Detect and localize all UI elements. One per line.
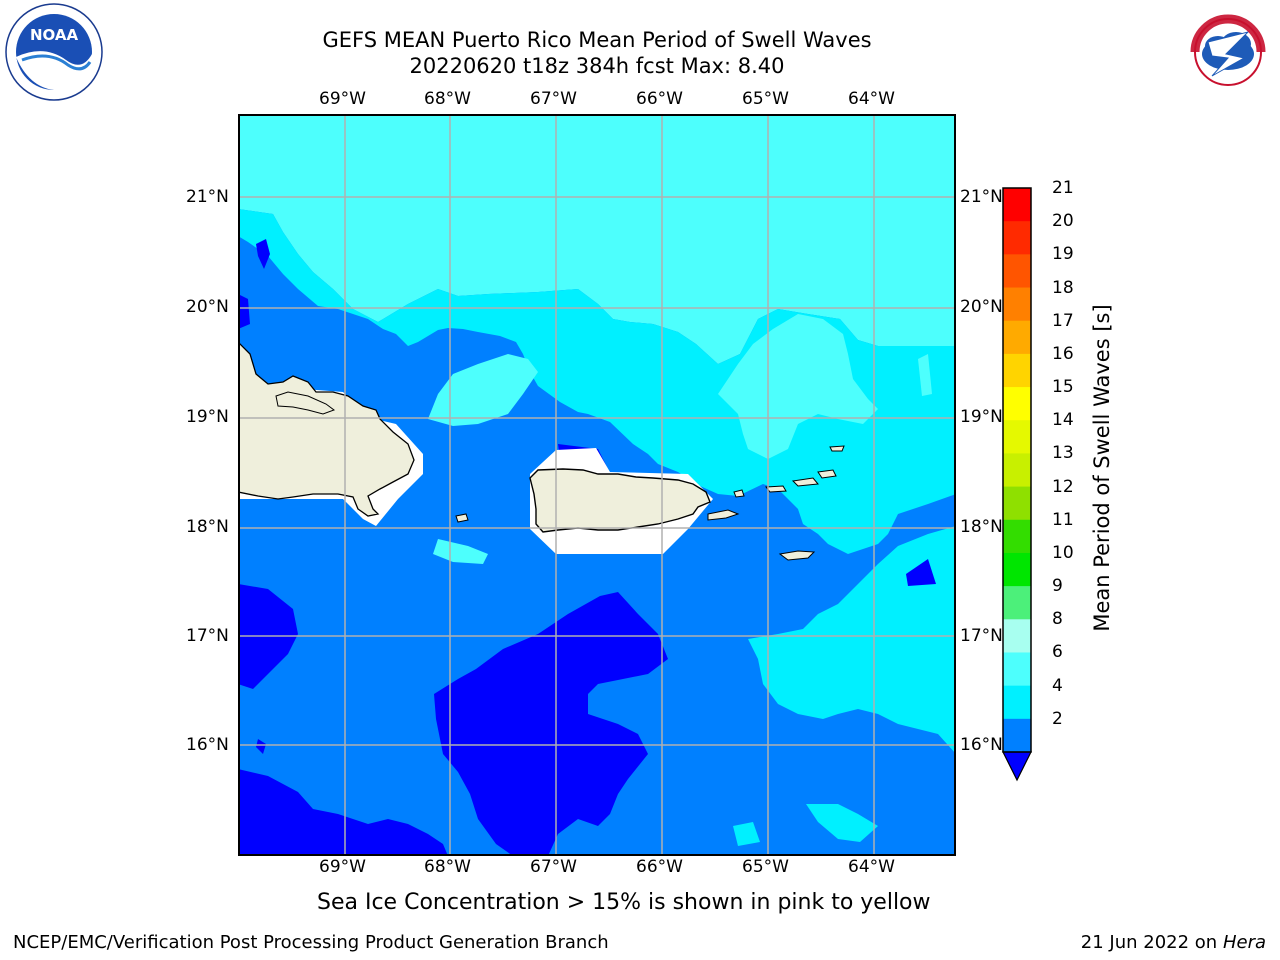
noaa-logo-icon: NOAA xyxy=(4,2,104,102)
lon-label-top: 67°W xyxy=(530,89,577,109)
footer-machine: Hera xyxy=(1222,932,1266,953)
swell-period-map xyxy=(238,114,956,856)
colorbar-tick-label: 9 xyxy=(1052,576,1063,597)
colorbar-tick-label: 17 xyxy=(1052,310,1074,331)
lat-label-right: 16°N xyxy=(960,735,1003,755)
lon-label-top: 64°W xyxy=(848,89,895,109)
colorbar-segment xyxy=(1003,685,1031,720)
chart-title: GEFS MEAN Puerto Rico Mean Period of Swe… xyxy=(240,27,954,79)
lat-label-right: 21°N xyxy=(960,187,1003,207)
footer-branch: NCEP/EMC/Verification Post Processing Pr… xyxy=(13,932,609,953)
colorbar-segment xyxy=(1003,652,1031,687)
lon-label-bottom: 65°W xyxy=(742,857,789,877)
colorbar-tick-label: 6 xyxy=(1052,642,1063,663)
colorbar-segment xyxy=(1003,519,1031,554)
map-panel xyxy=(238,114,956,856)
lon-label-top: 69°W xyxy=(319,89,366,109)
colorbar-outline xyxy=(1002,187,1032,753)
colorbar-segment xyxy=(1003,387,1031,421)
title-line-1: GEFS MEAN Puerto Rico Mean Period of Swe… xyxy=(322,28,872,52)
lat-label-right: 20°N xyxy=(960,297,1003,317)
colorbar-tick-label: 19 xyxy=(1052,244,1074,265)
lat-label-left: 16°N xyxy=(186,735,229,755)
footer-date-text: 21 Jun 2022 on xyxy=(1080,932,1218,953)
colorbar-label: Mean Period of Swell Waves [s] xyxy=(1090,304,1114,632)
lon-label-top: 66°W xyxy=(636,89,683,109)
colorbar-segment xyxy=(1003,254,1031,289)
colorbar-segment xyxy=(1003,353,1031,388)
lon-label-top: 65°W xyxy=(742,89,789,109)
lat-label-left: 19°N xyxy=(186,407,229,427)
colorbar-segment xyxy=(1003,552,1031,587)
colorbar-tick-label: 11 xyxy=(1052,509,1074,530)
colorbar-under-arrow xyxy=(1002,751,1032,782)
lon-label-bottom: 68°W xyxy=(424,857,471,877)
lat-label-left: 17°N xyxy=(186,626,229,646)
colorbar-tick-label: 16 xyxy=(1052,343,1074,364)
lat-label-right: 18°N xyxy=(960,517,1003,537)
colorbar-segment xyxy=(1003,221,1031,255)
footer-date: 21 Jun 2022 on Hera xyxy=(1081,932,1266,953)
svg-text:NOAA: NOAA xyxy=(30,26,79,44)
lon-label-bottom: 66°W xyxy=(636,857,683,877)
colorbar-tick-label: 15 xyxy=(1052,377,1074,398)
title-line-2: 20220620 t18z 384h fcst Max: 8.40 xyxy=(409,54,785,78)
colorbar-segment xyxy=(1003,718,1031,753)
lon-label-bottom: 67°W xyxy=(530,857,577,877)
colorbar-tick-label: 13 xyxy=(1052,443,1074,464)
colorbar-segment xyxy=(1003,586,1031,620)
colorbar-tick-label: 10 xyxy=(1052,542,1074,563)
lat-label-right: 19°N xyxy=(960,407,1003,427)
lon-label-bottom: 64°W xyxy=(848,857,895,877)
colorbar-segment xyxy=(1003,453,1031,488)
colorbar-graphic xyxy=(1002,187,1032,782)
colorbar-segment xyxy=(1003,486,1031,521)
lat-label-left: 20°N xyxy=(186,297,229,317)
colorbar-segment xyxy=(1003,320,1031,355)
lat-label-left: 21°N xyxy=(186,187,229,207)
colorbar-tick-label: 4 xyxy=(1052,675,1063,696)
colorbar xyxy=(1000,186,1036,782)
sea-ice-note: Sea Ice Concentration > 15% is shown in … xyxy=(317,890,931,915)
colorbar-tick-label: 12 xyxy=(1052,476,1074,497)
lat-label-right: 17°N xyxy=(960,626,1003,646)
colorbar-ticks: 21 20 19 18 17 16 15 14 13 12 11 10 9 8 6 4 2 xyxy=(1052,178,1112,778)
colorbar-segment xyxy=(1003,420,1031,454)
colorbar-tick-label: 18 xyxy=(1052,277,1074,298)
colorbar-tick-label: 20 xyxy=(1052,211,1074,232)
lon-label-top: 68°W xyxy=(424,89,471,109)
nws-logo-icon xyxy=(1178,2,1278,102)
colorbar-tick-label: 8 xyxy=(1052,609,1063,630)
lat-label-left: 18°N xyxy=(186,517,229,537)
graticule xyxy=(239,115,955,855)
colorbar-tick-label: 21 xyxy=(1052,178,1074,198)
colorbar-segment xyxy=(1003,619,1031,653)
colorbar-tick-label: 14 xyxy=(1052,410,1074,431)
colorbar-segment xyxy=(1003,287,1031,322)
lon-label-bottom: 69°W xyxy=(319,857,366,877)
colorbar-segment xyxy=(1003,188,1031,222)
colorbar-tick-label: 2 xyxy=(1052,708,1063,729)
